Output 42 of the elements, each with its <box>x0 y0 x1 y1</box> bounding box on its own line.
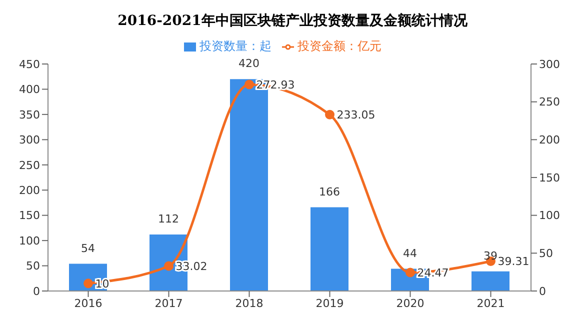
y-tick-label: 350 <box>19 108 40 122</box>
y-tick-label: 250 <box>19 158 40 172</box>
point <box>84 278 93 288</box>
legend-label: 投资数量：起 <box>200 39 272 53</box>
y-tick-label: 50 <box>26 260 40 273</box>
data-label: 166 <box>319 185 340 198</box>
y2-tick-label: 0 <box>539 284 546 298</box>
x-tick-label: 2018 <box>235 296 264 310</box>
bar <box>472 271 510 291</box>
legend-label: 投资金额：亿元 <box>298 39 382 53</box>
y-tick-label: 150 <box>19 209 40 222</box>
data-label: 39 <box>484 249 498 262</box>
point <box>244 80 254 90</box>
chart-title: 2016-2021年中国区块链产业投资数量及金额统计情况 <box>116 12 468 31</box>
y2-tick-label: 150 <box>539 171 560 184</box>
data-label: 420 <box>238 57 260 70</box>
x-tick-label: 2020 <box>396 296 424 310</box>
x-tick-label: 2016 <box>74 296 102 310</box>
x-tick-label: 2021 <box>476 296 505 310</box>
y2-tick-label: 250 <box>539 96 560 109</box>
data-label: 24.47 <box>417 266 449 280</box>
y2-tick-label: 100 <box>539 209 560 222</box>
point <box>164 261 174 271</box>
y-tick-label: 200 <box>19 184 40 198</box>
y2-tick-label: 300 <box>539 58 560 71</box>
data-label: 39.31 <box>498 255 530 268</box>
y2-tick-label: 200 <box>539 134 560 147</box>
data-label: 54 <box>81 242 95 255</box>
x-tick-label: 2019 <box>316 296 344 310</box>
point <box>325 110 334 120</box>
point <box>406 268 415 278</box>
y-tick-label: 300 <box>19 134 40 147</box>
data-label: 112 <box>158 212 179 226</box>
bar <box>310 207 348 291</box>
x-tick-label: 2017 <box>154 296 183 310</box>
data-label: 233.05 <box>336 108 376 122</box>
y-tick-label: 400 <box>19 83 40 96</box>
data-label: 44 <box>403 246 417 260</box>
y-tick-label: 450 <box>19 58 40 71</box>
y2-tick-label: 50 <box>539 247 553 260</box>
y-tick-label: 100 <box>19 234 40 248</box>
y-tick-label: 0 <box>33 284 40 298</box>
